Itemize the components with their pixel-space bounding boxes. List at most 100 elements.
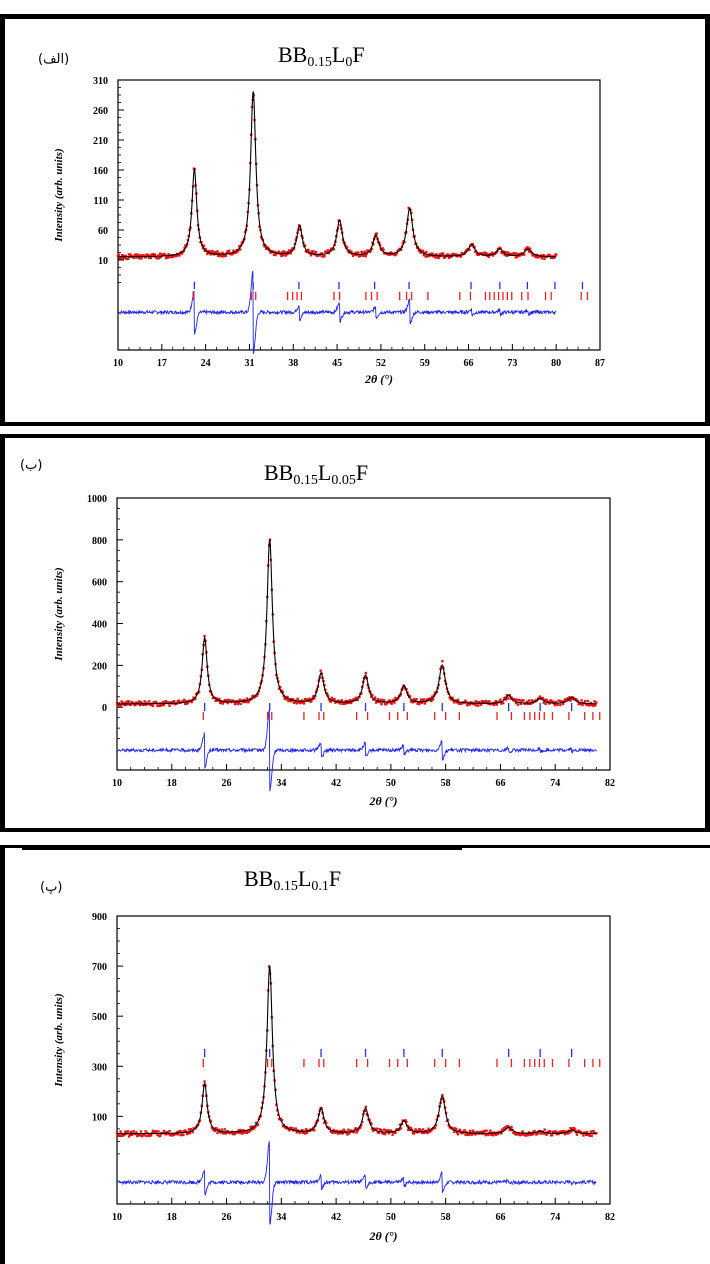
observed-point bbox=[502, 1128, 505, 1132]
observed-point bbox=[581, 703, 584, 707]
observed-point bbox=[451, 696, 454, 699]
observed-point bbox=[237, 701, 240, 704]
observed-point bbox=[308, 697, 311, 700]
observed-point bbox=[422, 1131, 426, 1134]
observed-point bbox=[281, 254, 285, 257]
observed-point bbox=[520, 252, 523, 255]
observed-point bbox=[359, 1126, 362, 1129]
observed-point bbox=[220, 1128, 224, 1131]
observed-point bbox=[545, 1133, 548, 1136]
observed-point bbox=[155, 1130, 158, 1133]
observed-point bbox=[208, 250, 212, 253]
observed-point bbox=[465, 700, 468, 704]
y-tick-label: 160 bbox=[93, 166, 108, 177]
observed-point bbox=[341, 1132, 345, 1135]
observed-point bbox=[151, 704, 155, 708]
observed-point bbox=[375, 700, 379, 703]
observed-point bbox=[559, 703, 562, 707]
observed-point bbox=[176, 1133, 180, 1136]
observed-point bbox=[585, 1130, 589, 1134]
observed-point bbox=[118, 1134, 121, 1138]
observed-point bbox=[277, 250, 281, 253]
observed-point bbox=[325, 692, 329, 695]
observed-point bbox=[337, 1132, 341, 1135]
observed-point bbox=[543, 257, 546, 261]
observed-point bbox=[182, 700, 185, 703]
observed-point bbox=[229, 699, 232, 702]
observed-point bbox=[162, 703, 166, 707]
observed-point bbox=[440, 253, 443, 256]
observed-point bbox=[187, 1128, 191, 1131]
observed-point bbox=[121, 701, 124, 704]
observed-point bbox=[476, 1130, 479, 1134]
observed-point bbox=[286, 251, 289, 254]
observed-point bbox=[225, 251, 228, 255]
observed-point bbox=[191, 1130, 194, 1134]
observed-point bbox=[517, 1132, 521, 1135]
observed-point bbox=[545, 698, 548, 701]
observed-point bbox=[362, 253, 366, 257]
y-tick-label: 1000 bbox=[87, 494, 107, 505]
observed-point bbox=[204, 247, 207, 251]
chart-title-3-base: BB bbox=[244, 866, 274, 891]
chart-title-3-end: F bbox=[328, 866, 342, 891]
observed-point bbox=[190, 700, 193, 704]
observed-point bbox=[305, 1131, 309, 1135]
observed-point bbox=[355, 253, 358, 257]
observed-point bbox=[144, 703, 147, 707]
observed-point bbox=[147, 256, 151, 260]
observed-point bbox=[340, 699, 344, 702]
observed-point bbox=[353, 1128, 357, 1131]
observed-point bbox=[319, 254, 322, 257]
observed-point bbox=[562, 700, 566, 703]
observed-point bbox=[135, 256, 138, 259]
y-tick-label: 400 bbox=[92, 620, 107, 631]
observed-point bbox=[554, 700, 557, 704]
observed-point bbox=[397, 1128, 401, 1131]
observed-point bbox=[234, 251, 238, 254]
x-tick-label: 80 bbox=[551, 358, 561, 369]
observed-point bbox=[167, 253, 170, 256]
observed-point bbox=[123, 256, 126, 259]
observed-point bbox=[245, 697, 249, 700]
x-tick-label: 50 bbox=[386, 1212, 396, 1223]
observed-point bbox=[422, 698, 426, 701]
observed-point bbox=[490, 1133, 493, 1136]
observed-point bbox=[347, 251, 351, 254]
observed-point bbox=[570, 697, 573, 701]
observed-point bbox=[482, 253, 485, 256]
observed-point bbox=[223, 1128, 227, 1131]
observed-point bbox=[233, 1132, 237, 1136]
observed-point bbox=[584, 699, 587, 703]
observed-point bbox=[386, 1129, 390, 1132]
observed-point bbox=[224, 254, 228, 257]
observed-point bbox=[310, 699, 313, 702]
observed-point bbox=[467, 1133, 471, 1137]
observed-point bbox=[239, 1128, 242, 1132]
observed-point bbox=[382, 1132, 385, 1136]
observed-point bbox=[326, 249, 330, 252]
observed-point bbox=[394, 1131, 397, 1135]
observed-points bbox=[115, 965, 598, 1138]
observed-point bbox=[398, 1123, 402, 1126]
observed-point bbox=[294, 1127, 298, 1130]
observed-point bbox=[124, 701, 127, 704]
observed-point bbox=[143, 700, 146, 703]
observed-point bbox=[344, 699, 347, 703]
observed-point bbox=[324, 1119, 327, 1123]
observed-point bbox=[392, 698, 395, 702]
observed-point bbox=[543, 698, 546, 702]
observed-point bbox=[226, 250, 229, 253]
observed-point bbox=[138, 703, 142, 707]
y-tick-label: 900 bbox=[92, 912, 107, 923]
observed-point bbox=[342, 1128, 345, 1131]
observed-point bbox=[424, 255, 427, 258]
observed-point bbox=[488, 700, 491, 703]
observed-point bbox=[219, 701, 222, 705]
observed-point bbox=[481, 1130, 485, 1133]
observed-point bbox=[242, 700, 245, 704]
x-tick-label: 87 bbox=[595, 358, 605, 369]
y-tick-label: 300 bbox=[92, 1062, 107, 1073]
observed-point bbox=[556, 1131, 559, 1134]
